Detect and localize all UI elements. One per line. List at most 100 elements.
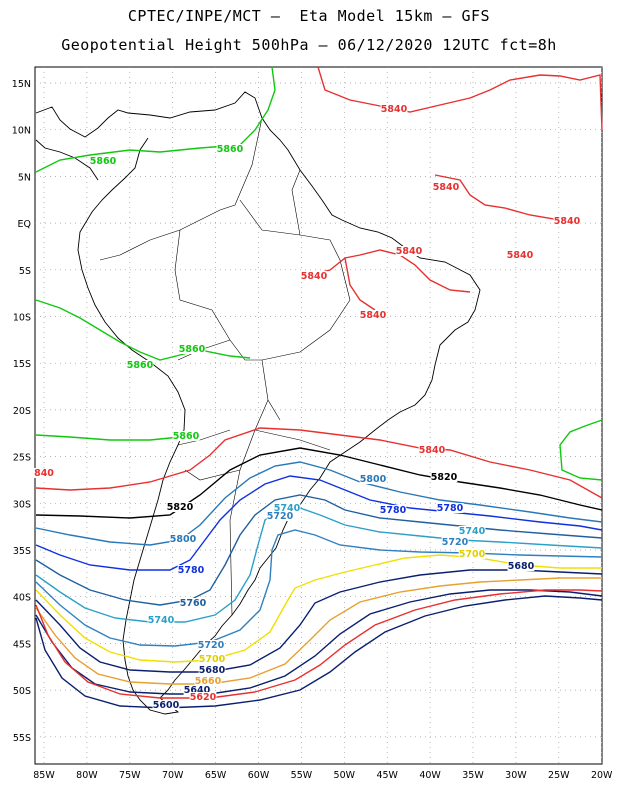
contour-label-background (198, 665, 226, 675)
contour-label: 5740 (274, 503, 301, 514)
contour-label-background (458, 526, 486, 536)
contour-5760 (35, 494, 603, 606)
map-grid (35, 67, 603, 764)
contour-label: 5740 (459, 526, 486, 537)
latitude-labels: 15N 10N 5N EQ 5S 10S 15S 20S 25S 30S 35S 40S 45S 50S 5… (12, 79, 31, 744)
contour-label: 5660 (195, 676, 222, 687)
latitude-label: 55S (13, 733, 31, 744)
contour-5660 (35, 577, 602, 685)
latitude-label: 50S (13, 686, 31, 697)
contour-label-background (194, 676, 222, 686)
contour-label: 5860 (90, 156, 117, 167)
contour-label: 5760 (180, 598, 207, 609)
longitude-label: 35W (462, 770, 484, 781)
contour-label: 5840 (554, 216, 581, 227)
latitude-label: 10S (13, 313, 31, 324)
contour-label-background (273, 503, 301, 513)
latitude-label: 15N (12, 79, 31, 90)
longitude-label: 85W (33, 770, 55, 781)
contour-5860-north (35, 66, 276, 173)
contour-5820 (35, 447, 603, 519)
longitude-label: 70W (162, 770, 184, 781)
contour-label-background (152, 700, 180, 710)
contour-label: 5840 (381, 104, 408, 115)
contour-5860-east (559, 419, 603, 481)
contour-label: 5860 (179, 344, 206, 355)
contour-5600 (35, 595, 603, 709)
contour-label-background (432, 182, 460, 192)
contour-label-background (300, 271, 328, 281)
contour-label: 5600 (153, 700, 180, 711)
contour-label: 5860 (127, 360, 154, 371)
contour-label-background (178, 344, 206, 354)
contour-label-background (177, 565, 205, 575)
contour-5840-south (35, 427, 603, 499)
longitude-label: 80W (76, 770, 98, 781)
longitude-labels: 85W 80W 75W 70W 65W 60W 55W 50W 45W 40W 35W 30W 25W 2… (33, 770, 613, 781)
contour-5860-central (35, 299, 251, 361)
contour-label: 5820 (431, 472, 458, 483)
contour-label: 5700 (459, 549, 486, 560)
contour-label: 5780 (380, 505, 407, 516)
latitude-label: 15S (13, 359, 31, 370)
contour-label-background (189, 692, 217, 702)
contour-label-background (89, 156, 117, 166)
longitude-label: 45W (376, 770, 398, 781)
contour-label: 5640 (184, 685, 211, 696)
contour-label: 5780 (437, 503, 464, 514)
contour-label-background (197, 640, 225, 650)
contour-label-background (379, 505, 407, 515)
contour-label: 5840 (301, 271, 328, 282)
contour-5640 (35, 589, 603, 695)
latitude-label: EQ (18, 219, 31, 230)
contour-5620 (35, 589, 603, 699)
contour-label: 5780 (178, 565, 205, 576)
latitude-label: 25S (13, 453, 31, 464)
contour-5860-south (35, 434, 191, 441)
contour-label-background (216, 144, 244, 154)
contour-label-background (380, 104, 408, 114)
contour-label-background (169, 534, 197, 544)
contour-label-background (553, 216, 581, 226)
contour-label: 5840 (507, 250, 534, 261)
latitude-label: 5N (18, 172, 31, 183)
contour-label-background (126, 360, 154, 370)
latitude-label: 40S (13, 593, 31, 604)
longitude-label: 55W (291, 770, 313, 781)
map-title: CPTEC/INPE/MCT – Eta Model 15km – GFS (127, 7, 491, 25)
central-america-coastline (35, 139, 99, 181)
contour-label: 5720 (267, 511, 294, 522)
contour-label-background (33, 468, 55, 478)
contour-label-background (395, 246, 423, 256)
longitude-label: 75W (119, 770, 141, 781)
latitude-label: 10N (12, 126, 31, 137)
contour-label-background (430, 472, 458, 482)
contour-5800 (35, 461, 603, 546)
contour-label: 5820 (167, 502, 194, 513)
contour-label-background (458, 549, 486, 559)
contour-label-background (506, 250, 534, 260)
contour-label-background (507, 561, 535, 571)
contour-label: 5840 (419, 445, 446, 456)
contour-5720 (35, 529, 603, 647)
longitude-label: 25W (548, 770, 570, 781)
map-frame (34, 66, 603, 765)
contour-label: 5720 (198, 640, 225, 651)
contour-label-background (147, 615, 175, 625)
latitude-label: 45S (13, 639, 31, 650)
contour-label-background (166, 502, 194, 512)
contour-label: 5860 (173, 431, 200, 442)
contour-5840-brazil (309, 249, 471, 311)
contour-label-background (179, 598, 207, 608)
map-subtitle: Geopotential Height 500hPa – 06/12/2020 … (61, 36, 557, 54)
contour-label-background (183, 685, 211, 695)
contour-label: 5840 (396, 246, 423, 257)
contour-label: 5800 (360, 474, 387, 485)
contour-label: 5620 (190, 692, 217, 703)
contour-label-background (359, 474, 387, 484)
latitude-label: 5S (19, 266, 31, 277)
contour-label-background (266, 511, 294, 521)
contour-label: 5720 (442, 537, 469, 548)
contour-label-background (441, 537, 469, 547)
